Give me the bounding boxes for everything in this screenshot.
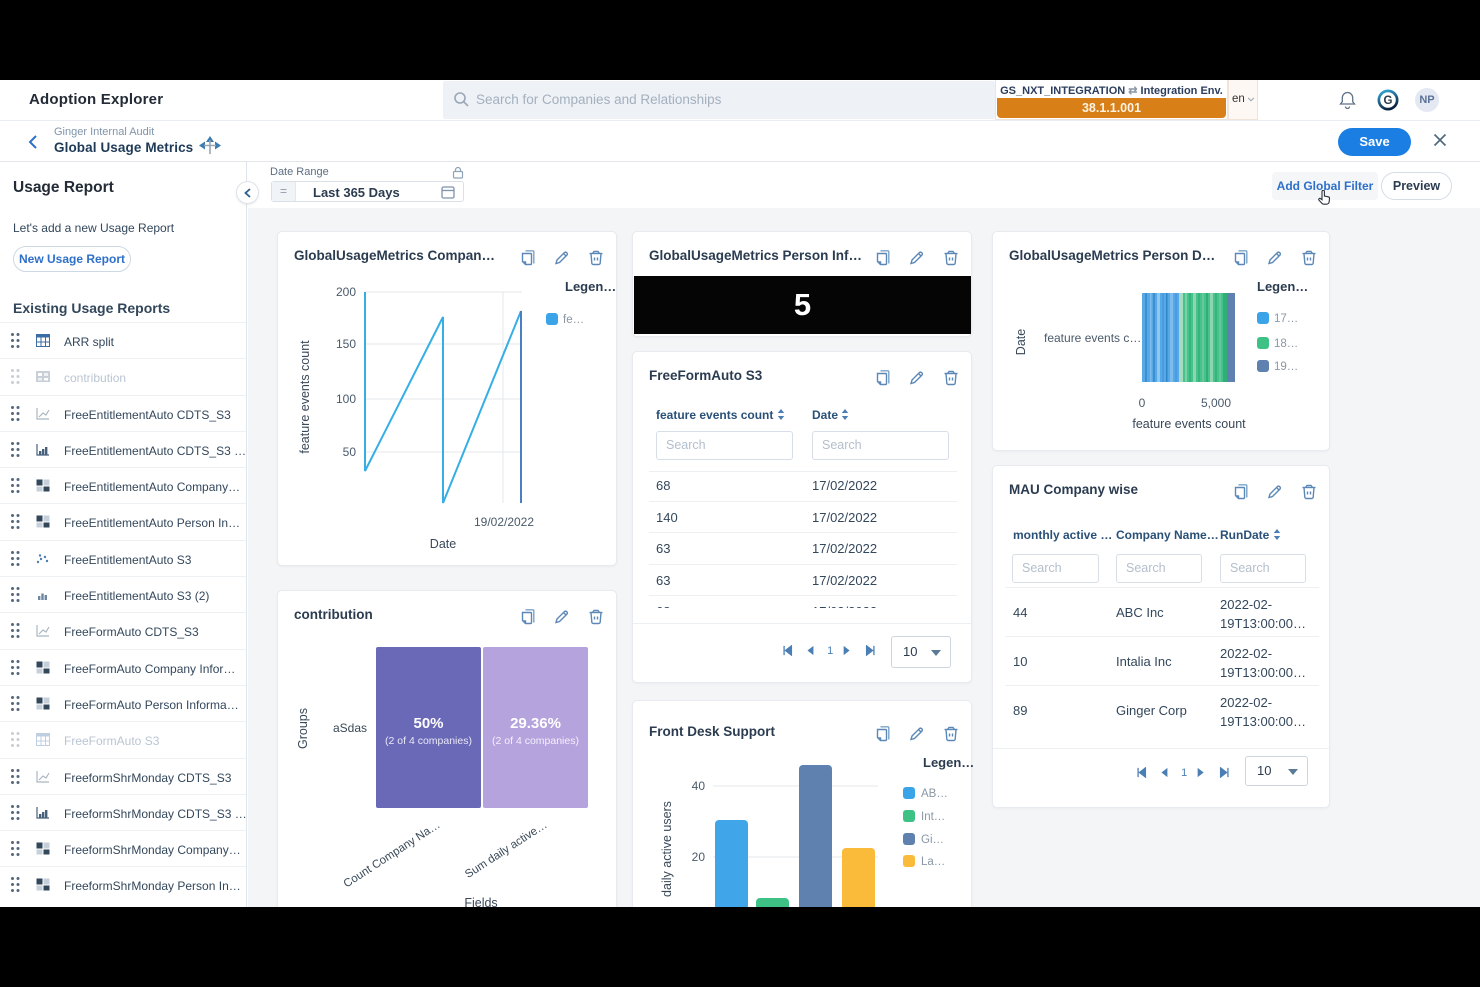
svg-text:Int…: Int… (921, 811, 945, 823)
svg-text:20: 20 (692, 850, 706, 864)
svg-text:feature events c…: feature events c… (1044, 331, 1141, 345)
svg-text:1: 1 (1181, 767, 1187, 778)
svg-text:feature events count: feature events count (1132, 417, 1246, 431)
svg-text:19/02/2022: 19/02/2022 (474, 515, 534, 529)
svg-text:50: 50 (343, 445, 357, 459)
svg-text:Legen…: Legen… (923, 755, 973, 770)
svg-text:5,000: 5,000 (1201, 396, 1231, 410)
svg-text:daily active users: daily active users (660, 801, 674, 897)
svg-text:fe…: fe… (563, 314, 584, 326)
svg-text:17…: 17… (1274, 313, 1298, 325)
svg-text:Gi…: Gi… (921, 834, 944, 846)
svg-text:150: 150 (336, 337, 356, 351)
svg-text:18…: 18… (1274, 338, 1298, 350)
svg-text:La…: La… (921, 856, 945, 868)
svg-text:Legen…: Legen… (565, 279, 616, 294)
svg-text:AB…: AB… (921, 788, 948, 800)
svg-text:19…: 19… (1274, 361, 1298, 373)
svg-text:100: 100 (336, 392, 356, 406)
svg-text:Legen…: Legen… (1257, 279, 1308, 294)
svg-text:200: 200 (336, 285, 356, 299)
svg-text:feature events count: feature events count (298, 340, 312, 454)
svg-text:40: 40 (692, 779, 706, 793)
svg-text:G: G (1384, 95, 1393, 107)
svg-text:1: 1 (827, 645, 833, 656)
svg-text:Date: Date (1014, 329, 1028, 355)
svg-text:0: 0 (1139, 396, 1146, 410)
svg-text:Date: Date (430, 537, 456, 551)
